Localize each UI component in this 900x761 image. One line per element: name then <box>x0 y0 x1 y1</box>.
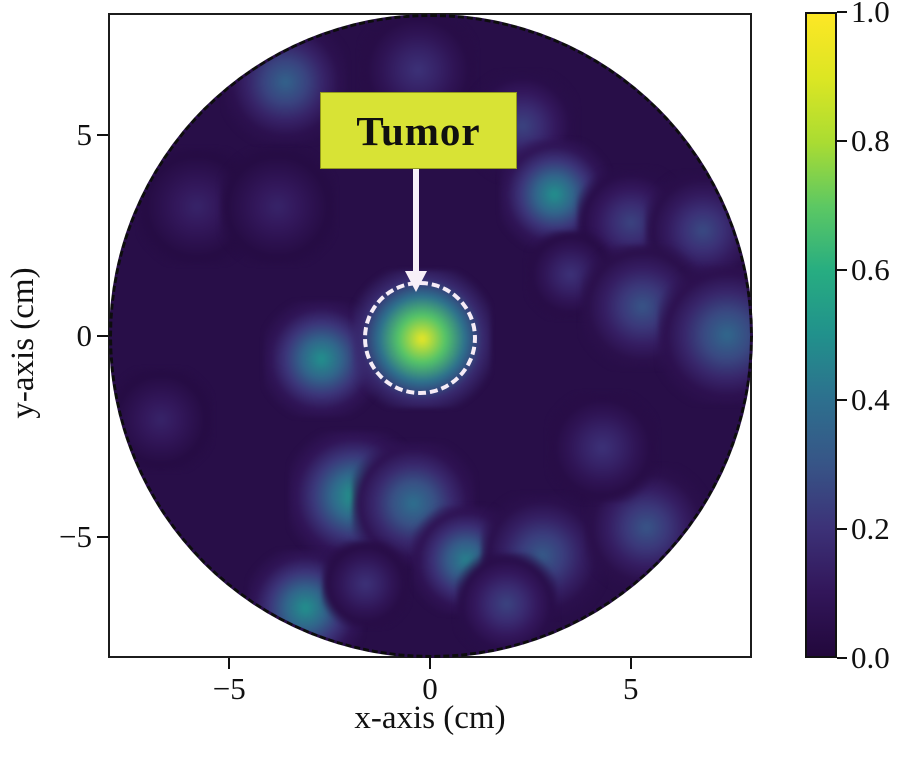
y-tick-mark <box>97 134 108 137</box>
x-tick-mark <box>429 658 431 669</box>
x-tick-mark <box>629 658 632 669</box>
colorbar <box>805 12 837 658</box>
hotspot-blob <box>112 368 212 470</box>
y-tick-label: −5 <box>59 518 92 554</box>
x-tick-label: 5 <box>623 671 639 706</box>
x-axis-label: x-axis (cm) <box>354 700 506 736</box>
hotspot-blob <box>322 540 410 628</box>
colorbar-tick-mark <box>837 11 847 13</box>
hotspot-blob <box>658 266 750 404</box>
plot-area: Tumor <box>108 13 753 658</box>
y-tick-label: 0 <box>76 318 93 353</box>
tumor-annotation-text: Tumor <box>356 107 481 154</box>
tumor-annotation-label: Tumor <box>320 92 517 169</box>
colorbar-tick-label: 0.0 <box>851 640 890 675</box>
hotspot-blob <box>219 148 336 265</box>
y-tick-label: 5 <box>76 117 93 153</box>
colorbar-tick-label: 0.2 <box>851 510 890 546</box>
x-tick-label: 0 <box>422 671 438 706</box>
x-tick-label: −5 <box>212 671 246 706</box>
x-tick-mark <box>228 658 231 669</box>
colorbar-tick-label: 0.6 <box>851 252 890 288</box>
tumor-marker-circle <box>362 280 478 396</box>
colorbar-tick-mark <box>837 398 847 401</box>
colorbar-tick-mark <box>837 140 847 143</box>
colorbar-tick-label: 1.0 <box>851 0 890 29</box>
hotspot-blob <box>455 553 557 655</box>
annotation-arrow-head-icon <box>405 271 427 292</box>
colorbar-tick-mark <box>837 269 847 272</box>
colorbar-tick-mark <box>837 657 847 659</box>
y-tick-mark <box>97 335 108 337</box>
y-tick-mark <box>97 535 108 538</box>
colorbar-tick-mark <box>837 527 847 530</box>
annotation-arrow-shaft <box>413 169 419 272</box>
colorbar-tick-label: 0.4 <box>851 381 890 417</box>
colorbar-tick-label: 0.8 <box>851 123 890 159</box>
hotspot-blob <box>548 393 657 502</box>
